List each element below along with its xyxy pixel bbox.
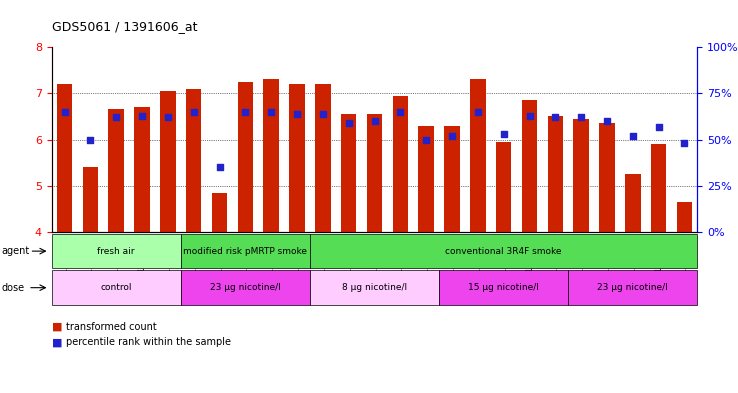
Bar — [263, 79, 279, 232]
Point — [84, 136, 96, 143]
Text: 8 μg nicotine/l: 8 μg nicotine/l — [342, 283, 407, 292]
Text: percentile rank within the sample: percentile rank within the sample — [66, 337, 232, 347]
Text: 15 μg nicotine/l: 15 μg nicotine/l — [468, 283, 539, 292]
Bar — [186, 89, 201, 232]
Text: ■: ■ — [52, 321, 62, 332]
Point — [214, 164, 226, 171]
Text: 23 μg nicotine/l: 23 μg nicotine/l — [598, 283, 668, 292]
Point — [317, 110, 329, 117]
Bar — [367, 114, 382, 232]
Text: fresh air: fresh air — [97, 247, 135, 255]
Point — [187, 108, 199, 115]
Point — [266, 108, 277, 115]
Bar — [418, 126, 434, 232]
Point — [240, 108, 252, 115]
Point — [59, 108, 71, 115]
Bar — [160, 91, 176, 232]
Bar — [315, 84, 331, 232]
Bar — [212, 193, 227, 232]
Point — [421, 136, 432, 143]
Point — [627, 133, 639, 139]
Bar — [289, 84, 305, 232]
Bar — [677, 202, 692, 232]
Point — [472, 108, 484, 115]
Point — [446, 133, 458, 139]
Bar — [108, 110, 124, 232]
Bar — [625, 174, 641, 232]
Bar — [573, 119, 589, 232]
Point — [679, 140, 691, 146]
Point — [369, 118, 381, 124]
Bar — [238, 82, 253, 232]
Point — [111, 114, 123, 121]
Bar — [470, 79, 486, 232]
Text: dose: dose — [1, 283, 24, 293]
Text: ■: ■ — [52, 337, 62, 347]
Point — [524, 112, 536, 119]
Bar — [599, 123, 615, 232]
Point — [601, 118, 613, 124]
Bar — [57, 84, 72, 232]
Bar — [134, 107, 150, 232]
Point — [550, 114, 562, 121]
Point — [136, 112, 148, 119]
Point — [576, 114, 587, 121]
Bar — [393, 95, 408, 232]
Bar — [548, 116, 563, 232]
Bar — [651, 144, 666, 232]
Text: 23 μg nicotine/l: 23 μg nicotine/l — [210, 283, 280, 292]
Bar — [522, 100, 537, 232]
Bar — [341, 114, 356, 232]
Point — [498, 131, 510, 137]
Text: modified risk pMRTP smoke: modified risk pMRTP smoke — [183, 247, 308, 255]
Point — [292, 110, 303, 117]
Point — [342, 120, 355, 126]
Bar — [496, 142, 511, 232]
Point — [395, 108, 407, 115]
Point — [162, 114, 174, 121]
Text: control: control — [100, 283, 132, 292]
Bar — [444, 126, 460, 232]
Text: GDS5061 / 1391606_at: GDS5061 / 1391606_at — [52, 20, 197, 33]
Text: transformed count: transformed count — [66, 321, 157, 332]
Point — [653, 123, 665, 130]
Text: conventional 3R4F smoke: conventional 3R4F smoke — [446, 247, 562, 255]
Bar — [83, 167, 98, 232]
Text: agent: agent — [1, 246, 30, 256]
